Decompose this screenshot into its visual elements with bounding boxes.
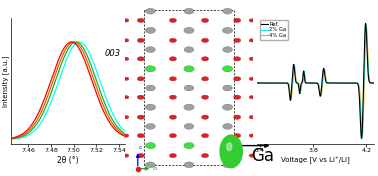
Circle shape [249,134,255,137]
Circle shape [201,95,209,99]
Circle shape [184,104,194,110]
Circle shape [223,85,232,91]
Circle shape [137,95,144,99]
X-axis label: Voltage [V vs Li⁺/Li]: Voltage [V vs Li⁺/Li] [281,156,350,164]
Circle shape [137,57,144,61]
Circle shape [227,143,232,151]
Circle shape [146,162,155,168]
Circle shape [234,77,241,81]
Circle shape [169,38,177,43]
Circle shape [222,143,233,149]
Circle shape [249,39,255,42]
Circle shape [169,95,177,99]
Circle shape [169,57,177,61]
Circle shape [169,133,177,138]
Text: b: b [153,166,157,171]
Circle shape [184,66,194,72]
Circle shape [201,115,209,119]
Circle shape [249,154,255,157]
Circle shape [222,66,233,72]
Circle shape [223,162,232,168]
Circle shape [234,18,241,23]
Circle shape [146,47,155,52]
Circle shape [249,96,255,99]
Circle shape [201,153,209,158]
Circle shape [123,19,129,22]
Circle shape [234,133,241,138]
Circle shape [234,38,241,43]
Circle shape [137,115,144,119]
Circle shape [201,57,209,61]
Circle shape [184,85,194,91]
Circle shape [222,104,233,110]
Circle shape [234,95,241,99]
Circle shape [137,133,144,138]
Circle shape [137,153,144,158]
Circle shape [169,153,177,158]
Circle shape [201,18,209,23]
Circle shape [123,39,129,42]
Circle shape [169,115,177,119]
Circle shape [201,38,209,43]
Circle shape [249,57,255,61]
X-axis label: 2θ (°): 2θ (°) [57,156,79,165]
Circle shape [201,77,209,81]
Text: 003: 003 [104,49,121,58]
Circle shape [123,134,129,137]
Circle shape [145,66,156,72]
Circle shape [123,77,129,80]
Circle shape [249,77,255,80]
Circle shape [184,8,194,14]
Circle shape [201,133,209,138]
Circle shape [222,27,233,33]
Legend: Ref., 2% Ga, 4% Ga: Ref., 2% Ga, 4% Ga [260,20,288,40]
Circle shape [249,115,255,119]
Circle shape [145,104,156,110]
Circle shape [146,85,155,91]
Circle shape [169,77,177,81]
Circle shape [123,115,129,119]
Circle shape [222,138,240,165]
Circle shape [137,77,144,81]
Y-axis label: Intensity [a.u.]: Intensity [a.u.] [2,55,9,107]
Circle shape [145,27,156,33]
Circle shape [234,115,241,119]
Circle shape [146,124,155,129]
Circle shape [184,124,194,129]
Circle shape [123,154,129,157]
Circle shape [225,142,238,161]
Circle shape [223,124,232,129]
Circle shape [169,18,177,23]
Circle shape [184,143,194,149]
Circle shape [146,8,155,14]
Circle shape [184,162,194,168]
Circle shape [184,47,194,52]
Circle shape [137,38,144,43]
Circle shape [123,57,129,61]
Text: Ga: Ga [251,147,274,165]
Circle shape [249,19,255,22]
Circle shape [223,47,232,52]
Circle shape [234,57,241,61]
Circle shape [220,135,242,168]
Circle shape [223,8,232,14]
Circle shape [137,18,144,23]
Circle shape [123,96,129,99]
Text: c: c [139,145,142,150]
Circle shape [234,153,241,158]
Circle shape [145,143,156,149]
Circle shape [184,27,194,33]
